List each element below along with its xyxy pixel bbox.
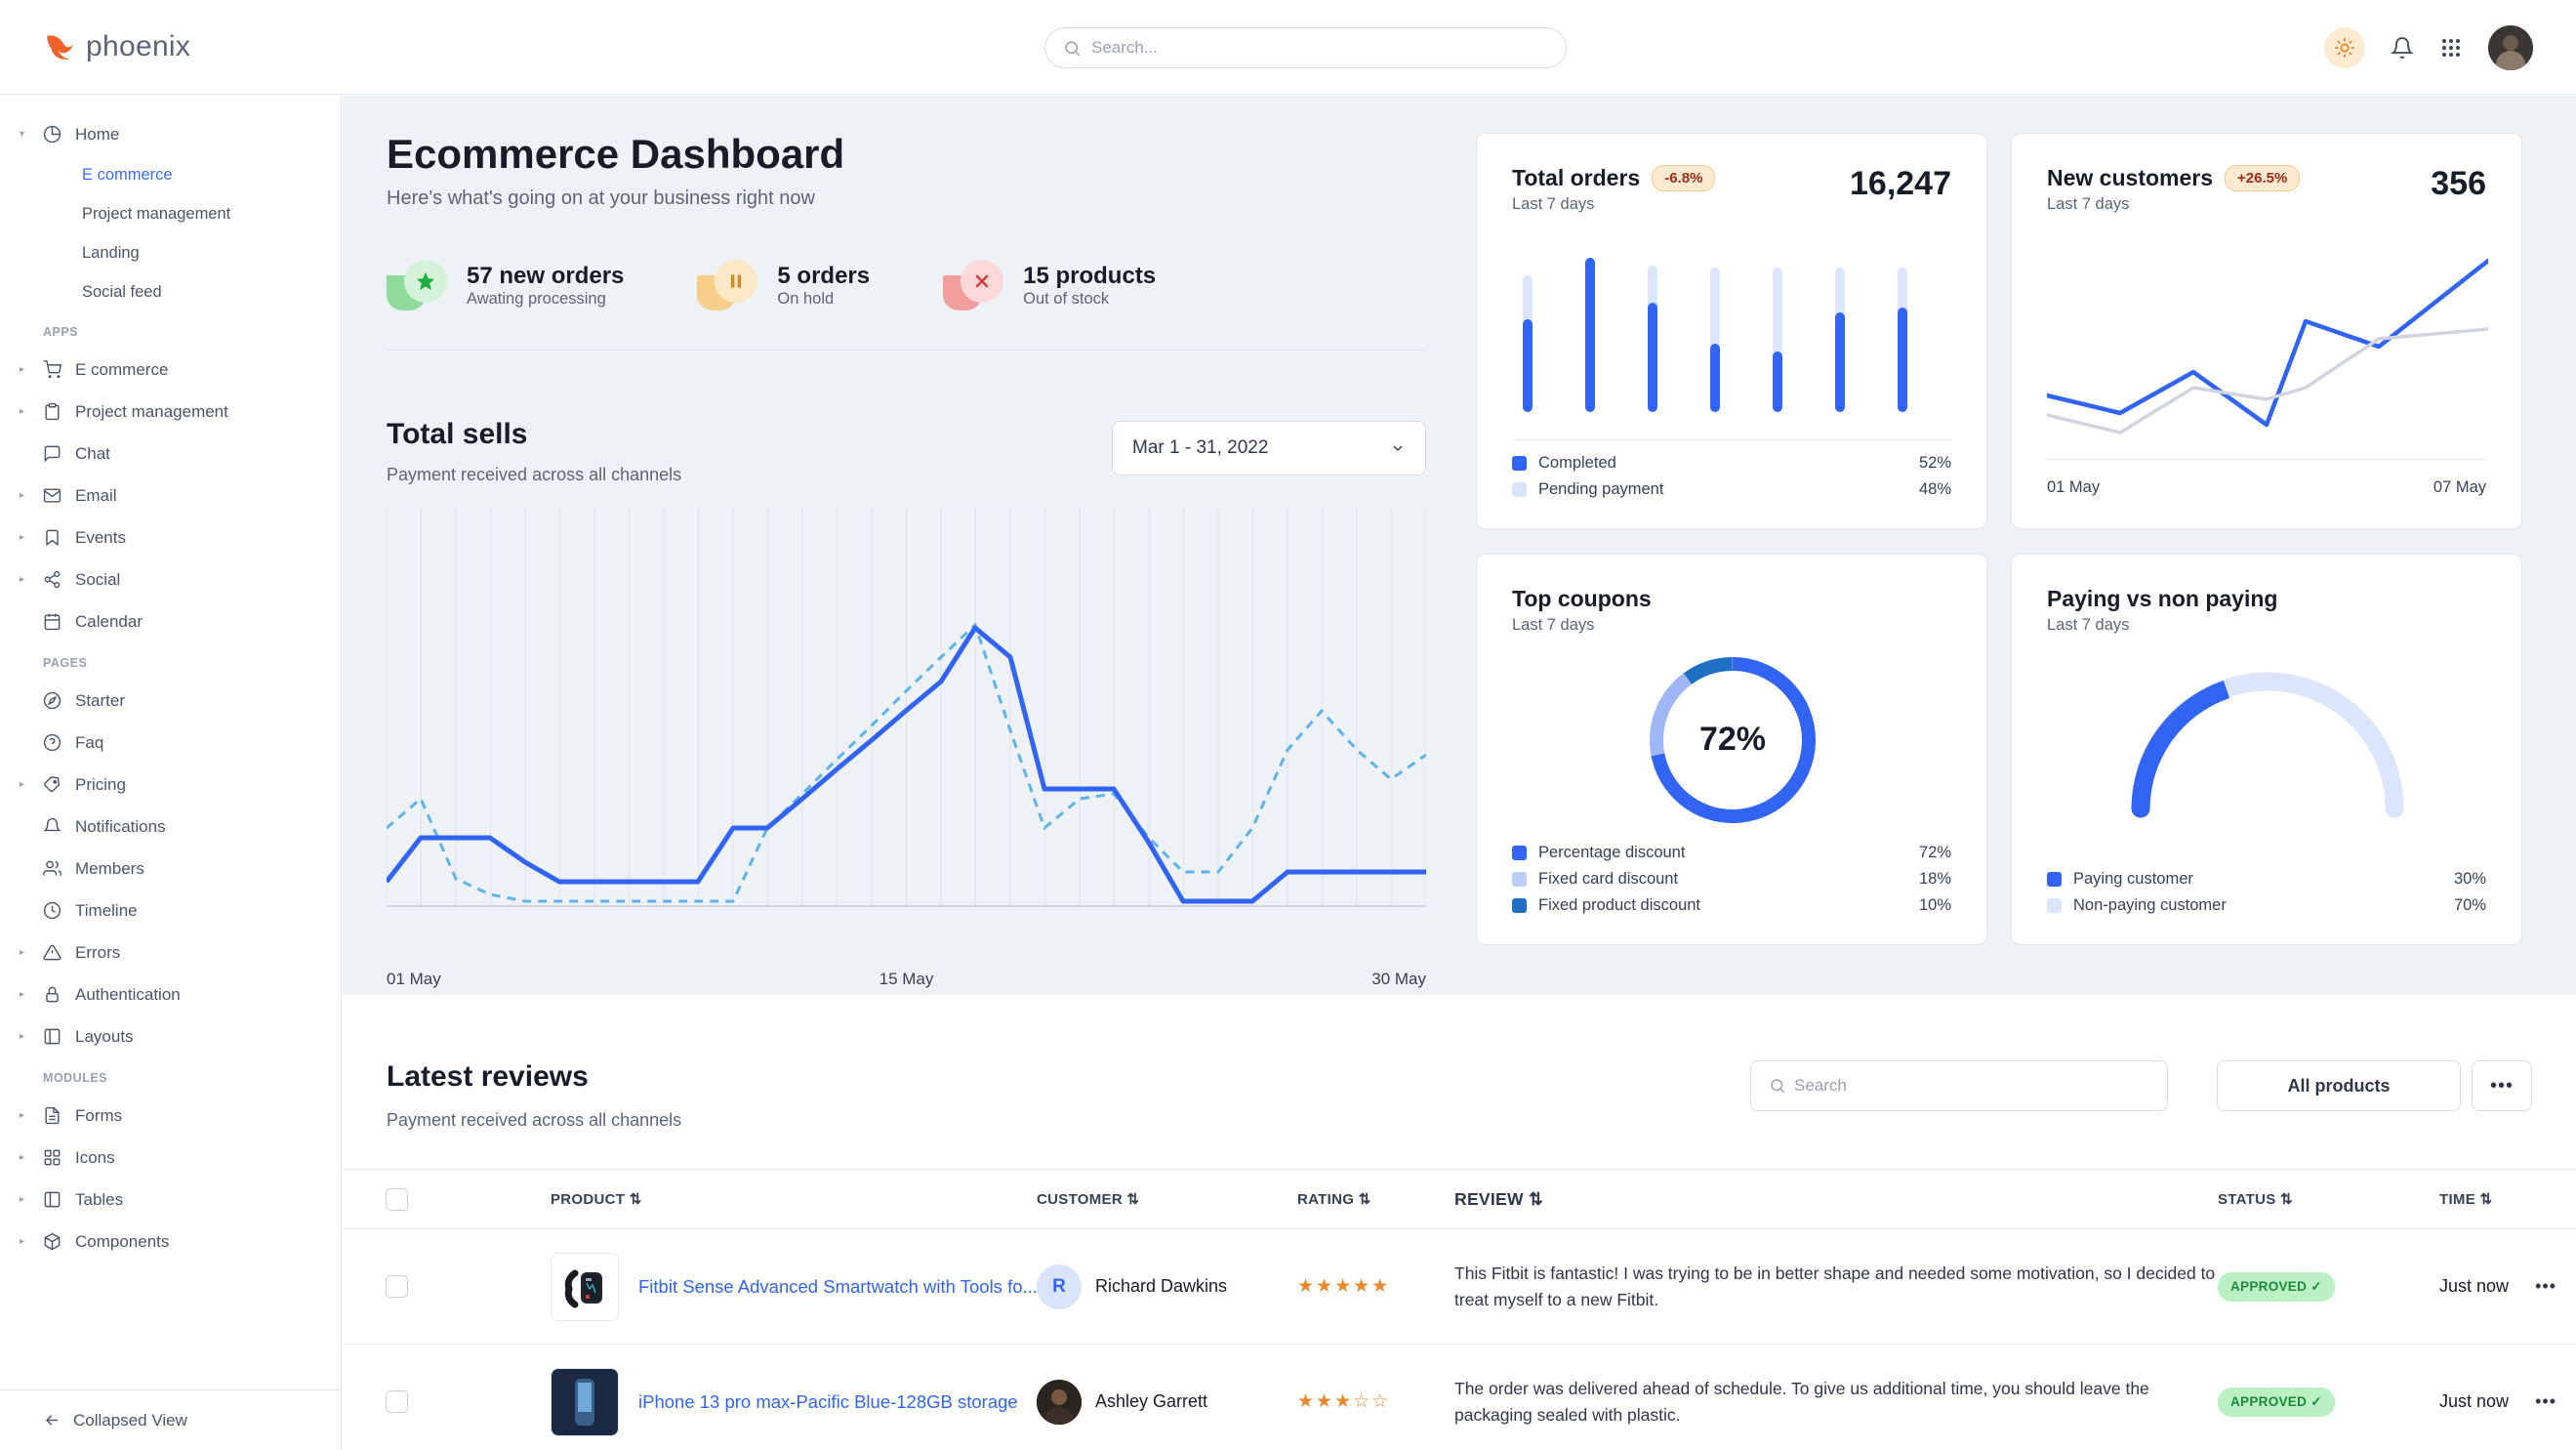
svg-text:72%: 72%: [1699, 721, 1766, 758]
